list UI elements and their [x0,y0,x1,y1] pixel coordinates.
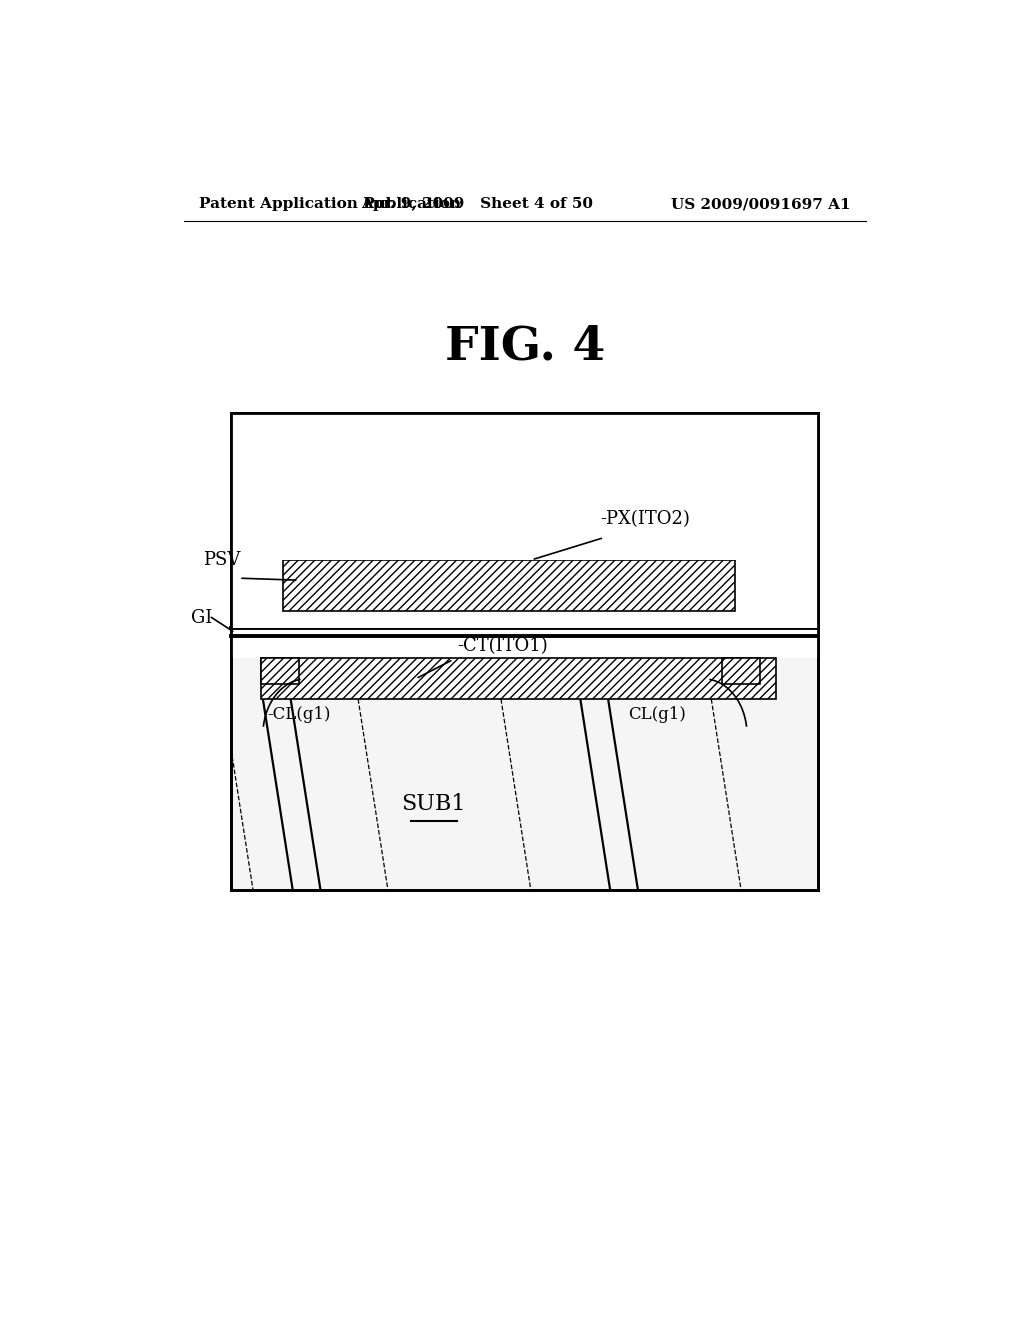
Bar [261,659,299,684]
Bar [231,413,818,890]
Bar [283,560,735,611]
Text: Patent Application Publication: Patent Application Publication [200,197,462,211]
Bar [231,636,818,659]
Bar [231,412,818,560]
Text: PSV: PSV [204,550,241,569]
Text: SUB1: SUB1 [401,793,466,814]
Bar [231,628,818,636]
Text: -CT(ITO1): -CT(ITO1) [458,638,548,655]
Text: -CL(g1): -CL(g1) [267,706,331,723]
Text: -PX(ITO2): -PX(ITO2) [600,511,690,528]
Bar [261,659,775,700]
Text: US 2009/0091697 A1: US 2009/0091697 A1 [671,197,850,211]
Bar [231,529,818,628]
Text: GI: GI [191,609,213,627]
Text: FIG. 4: FIG. 4 [444,323,605,370]
Text: CL(g1): CL(g1) [628,706,686,723]
Bar [722,659,760,684]
Text: Apr. 9, 2009   Sheet 4 of 50: Apr. 9, 2009 Sheet 4 of 50 [361,197,593,211]
